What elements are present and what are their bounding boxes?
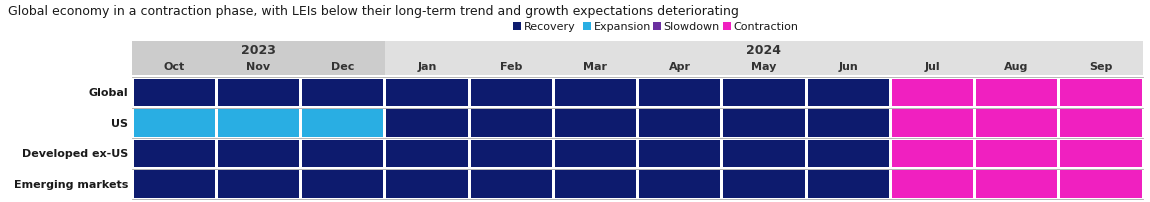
Text: Nov: Nov	[246, 62, 270, 72]
Text: Mar: Mar	[583, 62, 607, 72]
Text: Dec: Dec	[331, 62, 354, 72]
Text: Recovery: Recovery	[523, 22, 575, 32]
Text: Jun: Jun	[838, 62, 858, 72]
Text: Jul: Jul	[925, 62, 941, 72]
Text: Jan: Jan	[417, 62, 437, 72]
Text: Aug: Aug	[1004, 62, 1029, 72]
Text: Expansion: Expansion	[593, 22, 651, 32]
Text: Emerging markets: Emerging markets	[14, 179, 128, 189]
Text: 2024: 2024	[746, 43, 781, 56]
Text: Global: Global	[89, 88, 128, 98]
Text: Feb: Feb	[500, 62, 522, 72]
Text: Contraction: Contraction	[734, 22, 798, 32]
Text: Global economy in a contraction phase, with LEIs below their long-term trend and: Global economy in a contraction phase, w…	[8, 5, 739, 18]
Text: Sep: Sep	[1089, 62, 1112, 72]
Text: Developed ex-US: Developed ex-US	[22, 148, 128, 158]
Text: May: May	[751, 62, 776, 72]
Text: US: US	[112, 118, 128, 128]
Text: Apr: Apr	[668, 62, 691, 72]
Text: Oct: Oct	[163, 62, 185, 72]
Text: 2023: 2023	[242, 43, 276, 56]
Text: Slowdown: Slowdown	[664, 22, 720, 32]
